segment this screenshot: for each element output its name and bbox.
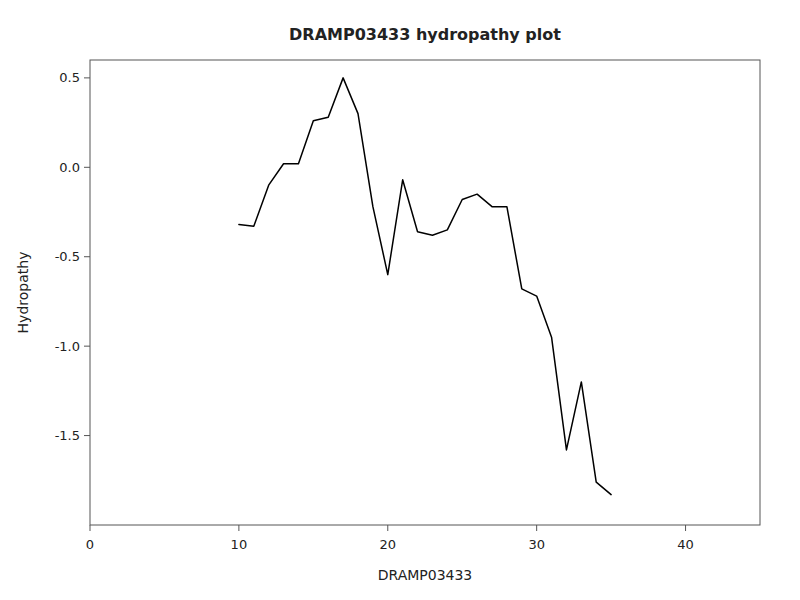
plot-frame	[90, 60, 760, 525]
chart-container: 0 10 20 30 40 0.5 0.0 -0.5 -1.0 -1.5 DRAMP03433 hy…	[0, 0, 800, 600]
y-tick-label: -1.5	[55, 428, 80, 443]
y-tick	[84, 346, 90, 347]
x-tick-label: 30	[528, 537, 545, 552]
data-line	[239, 78, 611, 495]
data-group	[239, 78, 611, 495]
y-tick-label: -1.0	[55, 339, 80, 354]
x-tick	[90, 525, 91, 531]
plot-background	[90, 60, 760, 525]
y-tick	[84, 256, 90, 257]
y-tick-label: 0.5	[59, 70, 80, 85]
y-tick-label: 0.0	[59, 160, 80, 175]
x-tick	[238, 525, 239, 531]
x-tick	[536, 525, 537, 531]
chart-svg: 0 10 20 30 40 0.5 0.0 -0.5 -1.0 -1.5 DRAMP03433 hy…	[0, 0, 800, 600]
axes: 0 10 20 30 40 0.5 0.0 -0.5 -1.0 -1.5	[55, 60, 760, 552]
x-tick	[387, 525, 388, 531]
x-tick-label: 10	[231, 537, 248, 552]
y-tick	[84, 77, 90, 78]
y-tick	[84, 435, 90, 436]
y-tick	[84, 167, 90, 168]
y-axis-label: Hydropathy	[15, 252, 31, 334]
chart-title: DRAMP03433 hydropathy plot	[289, 25, 561, 44]
x-tick-label: 20	[380, 537, 397, 552]
x-tick-label: 40	[677, 537, 694, 552]
x-axis-label: DRAMP03433	[378, 567, 473, 583]
x-tick-label: 0	[86, 537, 94, 552]
x-tick	[685, 525, 686, 531]
y-tick-label: -0.5	[55, 249, 80, 264]
